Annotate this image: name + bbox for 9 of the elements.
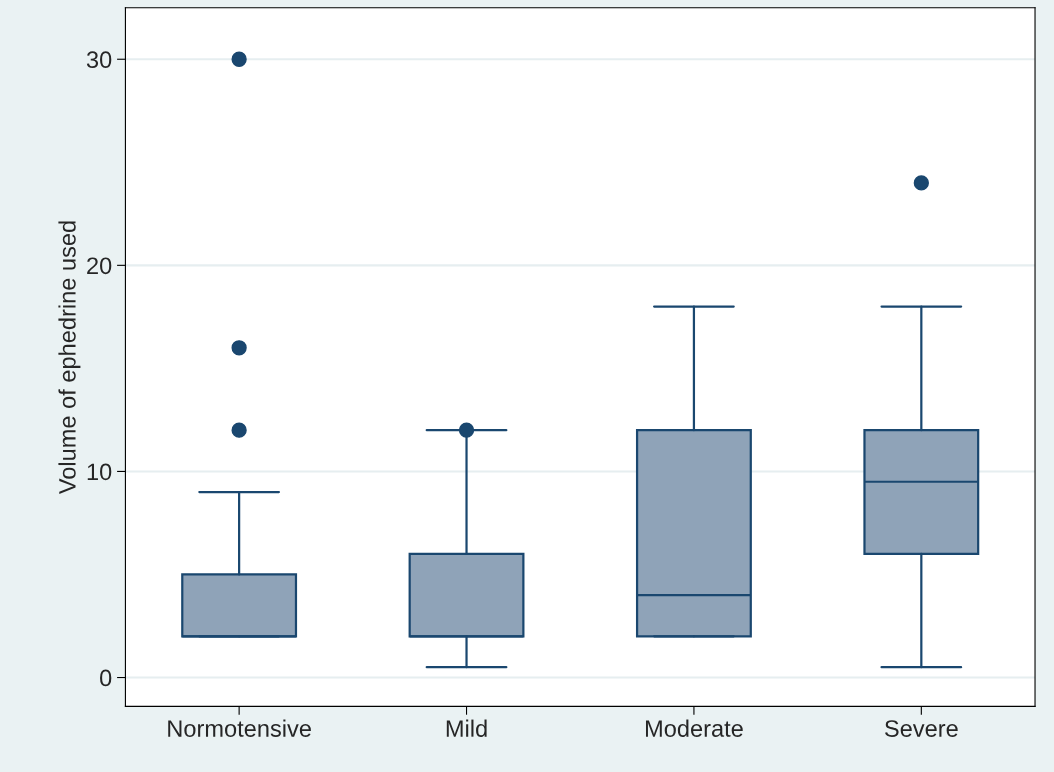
y-tick-label: 0: [100, 669, 112, 687]
x-tick-label: Mild: [446, 719, 487, 737]
x-tick-label: Normotensive: [168, 719, 311, 737]
y-tick-label: 20: [87, 257, 112, 275]
y-tick-label: 10: [87, 463, 112, 481]
x-tick-label: Moderate: [645, 719, 743, 737]
y-axis-title: Volume of ephedrine used: [58, 221, 81, 495]
x-tick-label: Severe: [885, 720, 958, 737]
y-tick-label: 30: [86, 51, 112, 69]
